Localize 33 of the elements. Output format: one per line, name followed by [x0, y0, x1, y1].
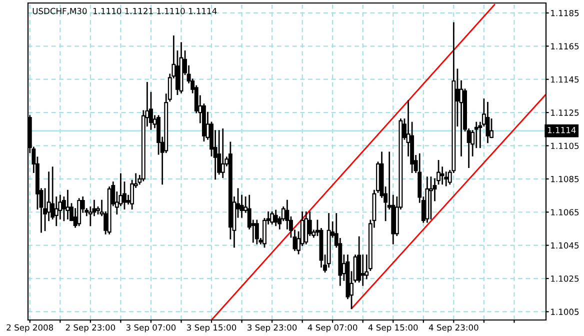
text: USDCHF,M30 1.1110 1.1121 1.1110 1.1114: [32, 8, 217, 16]
candlestick: [474, 122, 478, 148]
y-tick-label: 1.1145: [551, 76, 579, 83]
candlestick: [486, 102, 490, 144]
y-tick-label: 1.1105: [551, 142, 579, 150]
candlestick: [360, 254, 365, 286]
x-tick-label: 4 Sep 07:00: [308, 324, 358, 332]
x-tick-label: 3 Sep 23:00: [248, 324, 297, 332]
candlestick: [304, 211, 308, 244]
candlestick: [274, 210, 278, 226]
x-tick-label: 3 Sep 15:00: [186, 324, 236, 332]
x-tick-label: 3 Sep 07:00: [126, 324, 176, 332]
y-tick-label: 1.1005: [551, 308, 579, 315]
candlestick: [77, 198, 82, 226]
candlestick: [429, 176, 433, 220]
candlestick: [54, 196, 58, 226]
candlestick: [220, 128, 225, 178]
y-tick-label: 1.1045: [551, 242, 579, 249]
y-tick-label: 1.1085: [551, 176, 579, 182]
candlestick: [440, 166, 444, 185]
y-tick-label: 1.1185: [551, 10, 579, 16]
y-tick-label: 1.1165: [551, 43, 579, 50]
candlestick: [254, 220, 259, 244]
ref-line-label: 1.1114: [548, 127, 576, 134]
y-tick-label: 1.1065: [551, 209, 579, 216]
x-tick-label: 2 Sep 2008: [6, 324, 54, 332]
x-tick-label: 4 Sep 15:00: [368, 324, 418, 332]
candlestick: [66, 190, 70, 220]
y-tick-label: 1.1025: [551, 275, 579, 282]
x-tick-label: 4 Sep 23:00: [428, 324, 478, 332]
y-tick-label: 1.1125: [551, 110, 579, 116]
x-tick-label: 2 Sep 23:00: [66, 324, 116, 332]
candlestick: [270, 211, 274, 224]
